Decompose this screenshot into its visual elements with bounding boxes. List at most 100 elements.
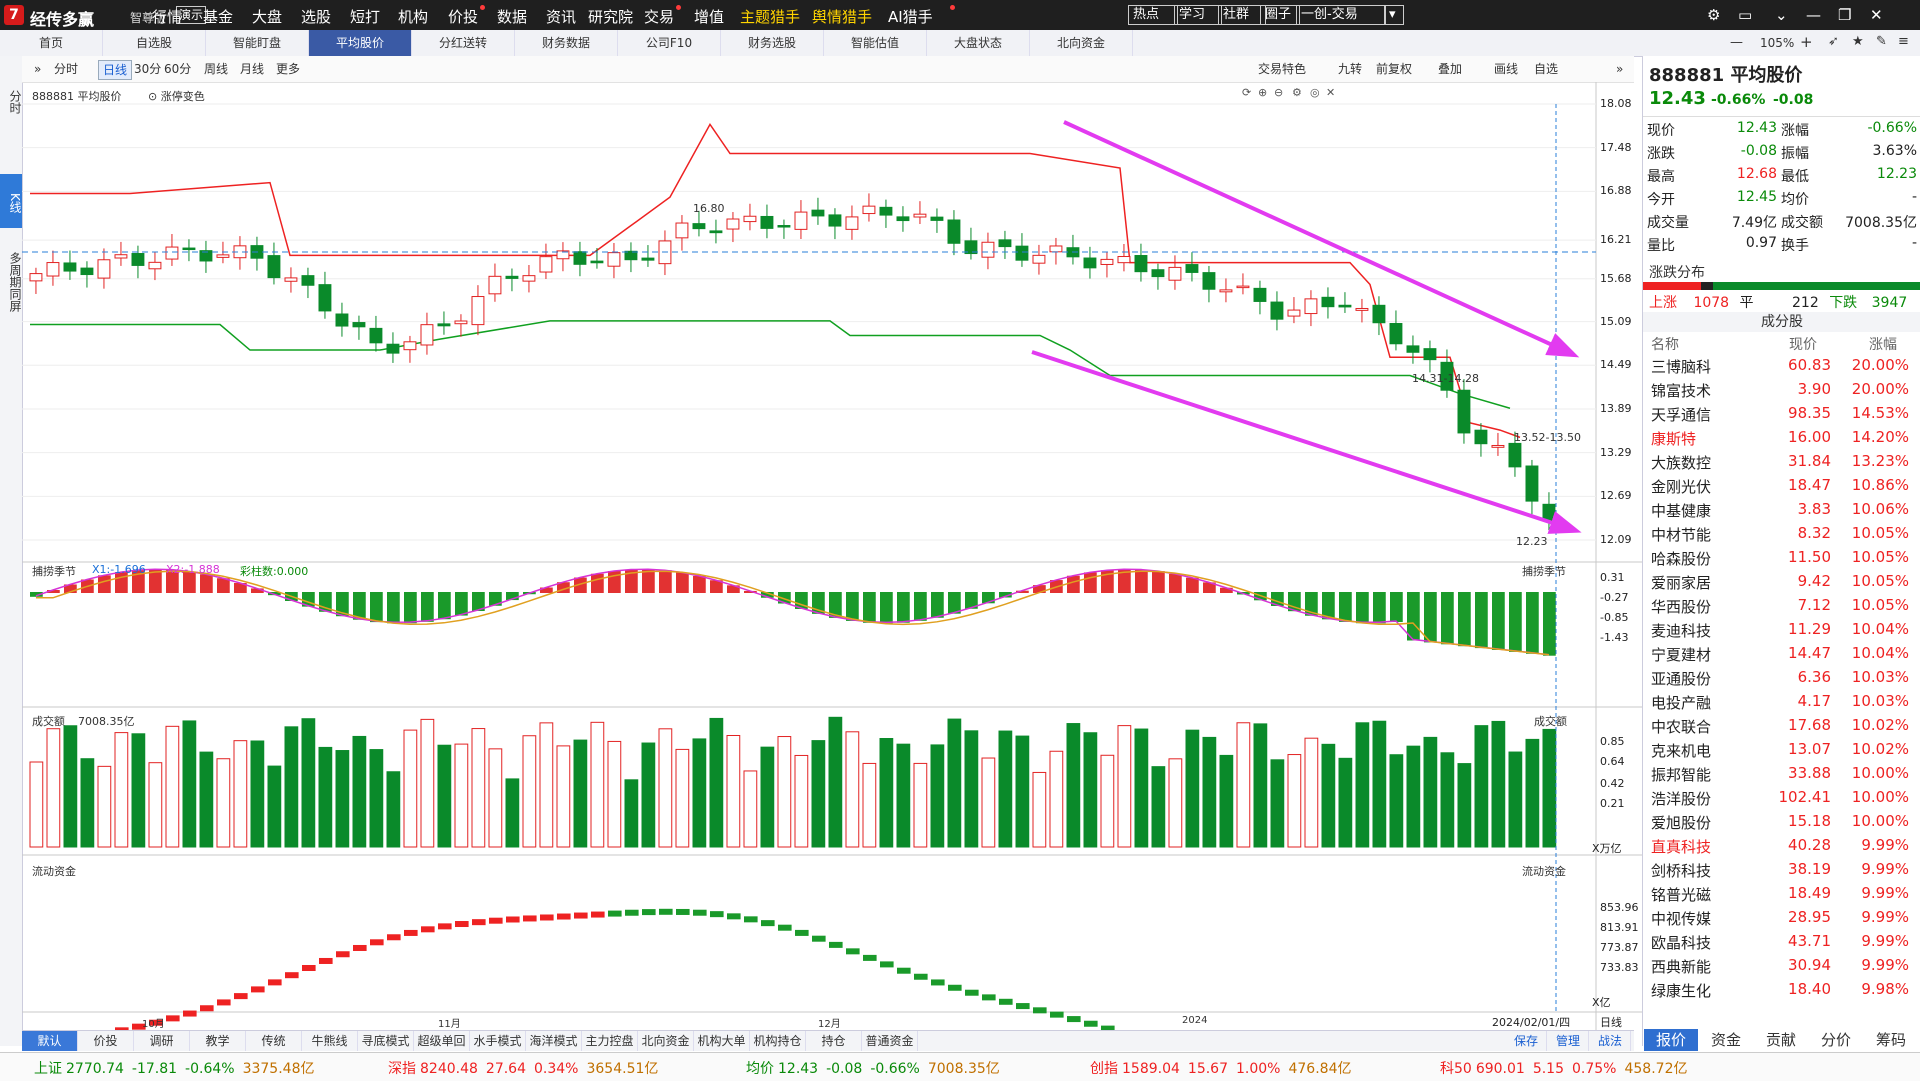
stock-row[interactable]: 麦迪科技 11.29 10.04%: [1643, 620, 1920, 644]
stock-row[interactable]: 华西股份 7.12 10.05%: [1643, 596, 1920, 620]
indicator-right-tab-2[interactable]: 战法: [1590, 1031, 1631, 1051]
vtab-0[interactable]: 分时: [8, 90, 22, 114]
vtab-1[interactable]: K线: [0, 174, 22, 228]
indicator-tab-9[interactable]: 海洋模式: [526, 1031, 582, 1051]
indicator-tab-6[interactable]: 寻底模式: [358, 1031, 414, 1051]
period-1[interactable]: 日线: [98, 60, 133, 80]
chart-tool-icon-3[interactable]: ⚙: [1292, 86, 1302, 99]
indicator-tab-10[interactable]: 主力控盘: [582, 1031, 638, 1051]
menu-2[interactable]: 大盘: [252, 8, 283, 26]
indicator-tab-14[interactable]: 持仓: [806, 1031, 862, 1051]
stock-row[interactable]: 绿康生化 18.40 9.98%: [1643, 980, 1920, 1004]
tool-right-1[interactable]: 九转: [1338, 62, 1363, 76]
indicator-tab-3[interactable]: 教学: [190, 1031, 246, 1051]
col-name[interactable]: 名称: [1651, 337, 1679, 353]
period-2[interactable]: 30分: [134, 62, 162, 76]
period-0[interactable]: 分时: [54, 62, 79, 76]
settings-gear-icon[interactable]: ⚙: [1707, 6, 1721, 24]
menu-7[interactable]: 数据: [497, 8, 528, 26]
tab-5[interactable]: 财务数据: [515, 30, 618, 56]
chart-tool-icon-2[interactable]: ⊖: [1274, 86, 1283, 99]
period-3[interactable]: 60分: [164, 62, 192, 76]
menu-12[interactable]: 主题猎手: [740, 8, 801, 26]
chart-tool-icon-4[interactable]: ◎: [1310, 86, 1320, 99]
stock-row[interactable]: 西典新能 30.94 9.99%: [1643, 956, 1920, 980]
chart-tool-icon-5[interactable]: ✕: [1326, 86, 1335, 99]
menu-5[interactable]: 机构: [398, 8, 429, 26]
tab-7[interactable]: 财务选股: [721, 30, 824, 56]
period-5[interactable]: 月线: [240, 62, 265, 76]
tab-1[interactable]: 自选股: [103, 30, 206, 56]
index-status-0[interactable]: 上证 2770.74 -17.81 -0.64% 3375.48亿: [34, 1058, 314, 1078]
quote-tab-3[interactable]: 分价: [1820, 1031, 1851, 1049]
stock-row[interactable]: 中材节能 8.32 10.05%: [1643, 524, 1920, 548]
quote-tab-0[interactable]: 报价: [1644, 1029, 1698, 1051]
stock-row[interactable]: 电投产融 4.17 10.03%: [1643, 692, 1920, 716]
indicator-tab-8[interactable]: 水手模式: [470, 1031, 526, 1051]
col-change[interactable]: 涨幅: [1869, 337, 1897, 353]
menu-icon[interactable]: ≡: [1898, 34, 1909, 49]
stock-row[interactable]: 锦富技术 3.90 20.00%: [1643, 380, 1920, 404]
tool-right-3[interactable]: 叠加: [1438, 62, 1463, 76]
stock-row[interactable]: 振邦智能 33.88 10.00%: [1643, 764, 1920, 788]
restore-icon[interactable]: ❐: [1838, 6, 1852, 24]
menu-13[interactable]: 舆情猎手: [812, 8, 873, 26]
menu-0[interactable]: 行情: [152, 8, 183, 26]
chart-tool-icon-0[interactable]: ⟳: [1242, 86, 1251, 99]
tab-0[interactable]: 首页: [0, 30, 103, 56]
tab-8[interactable]: 智能估值: [824, 30, 927, 56]
edit-icon[interactable]: ✎: [1876, 34, 1887, 49]
stock-row[interactable]: 天孚通信 98.35 14.53%: [1643, 404, 1920, 428]
stock-row[interactable]: 直真科技 40.28 9.99%: [1643, 836, 1920, 860]
tab-2[interactable]: 智能盯盘: [206, 30, 309, 56]
menu-11[interactable]: 增值: [694, 8, 725, 26]
indicator-tab-7[interactable]: 超级单回档: [414, 1031, 470, 1068]
pin-icon[interactable]: ➶: [1828, 34, 1839, 49]
chart-tool-icon-1[interactable]: ⊕: [1258, 86, 1267, 99]
tool-right-5[interactable]: 自选: [1534, 62, 1559, 76]
menu-3[interactable]: 选股: [301, 8, 332, 26]
index-status-1[interactable]: 深指 8240.48 27.64 0.34% 3654.51亿: [388, 1058, 658, 1078]
top-button-3[interactable]: 圈子: [1260, 5, 1300, 25]
indicator-tab-11[interactable]: 北向资金: [638, 1031, 694, 1051]
tab-3[interactable]: 平均股价: [309, 30, 412, 56]
close-icon[interactable]: ✕: [1870, 6, 1883, 24]
indicator-tab-12[interactable]: 机构大单: [694, 1031, 750, 1051]
zoom-in-icon[interactable]: +: [1800, 33, 1813, 51]
stock-row[interactable]: 康斯特 16.00 14.20%: [1643, 428, 1920, 452]
stock-row[interactable]: 中视传媒 28.95 9.99%: [1643, 908, 1920, 932]
indicator-tab-13[interactable]: 机构持仓: [750, 1031, 806, 1051]
stock-row[interactable]: 大族数控 31.84 13.23%: [1643, 452, 1920, 476]
top-button-4[interactable]: 一创-交易: [1296, 5, 1386, 25]
stock-row[interactable]: 中农联合 17.68 10.02%: [1643, 716, 1920, 740]
top-button-2[interactable]: 社群: [1218, 5, 1266, 25]
quote-tab-1[interactable]: 资金: [1710, 1031, 1741, 1049]
stock-row[interactable]: 爱丽家居 9.42 10.05%: [1643, 572, 1920, 596]
chevron-down-icon[interactable]: ⌄: [1775, 6, 1788, 24]
indicator-right-tab-0[interactable]: 保存: [1506, 1031, 1547, 1051]
menu-10[interactable]: 交易: [644, 8, 675, 26]
menu-6[interactable]: 价投: [448, 8, 479, 26]
tool-right-2[interactable]: 前复权: [1376, 62, 1413, 76]
indicator-right-tab-1[interactable]: 管理: [1548, 1031, 1589, 1051]
col-price[interactable]: 现价: [1789, 337, 1817, 353]
stock-row[interactable]: 金刚光伏 18.47 10.86%: [1643, 476, 1920, 500]
index-status-3[interactable]: 创指 1589.04 15.67 1.00% 476.84亿: [1090, 1058, 1351, 1078]
indicator-tab-0[interactable]: 默认: [22, 1031, 78, 1051]
trade-dropdown-icon[interactable]: ▾: [1384, 5, 1404, 25]
stock-row[interactable]: 亚通股份 6.36 10.03%: [1643, 668, 1920, 692]
vtab-2[interactable]: 多周期同屏: [8, 252, 22, 312]
kline-chart-area[interactable]: ⟳ ⊕ ⊖ ⚙ ◎ ✕: [22, 82, 1642, 1030]
demo-badge[interactable]: 演示: [176, 6, 207, 24]
stock-row[interactable]: 铭普光磁 18.49 9.99%: [1643, 884, 1920, 908]
menu-4[interactable]: 短打: [350, 8, 381, 26]
top-button-0[interactable]: 热点: [1128, 5, 1178, 25]
index-status-4[interactable]: 科50 690.01 5.15 0.75% 458.72亿: [1440, 1058, 1687, 1078]
quote-tab-2[interactable]: 贡献: [1765, 1031, 1796, 1049]
stock-row[interactable]: 宁夏建材 14.47 10.04%: [1643, 644, 1920, 668]
minimize-icon[interactable]: —: [1806, 6, 1821, 24]
quote-tab-4[interactable]: 筹码: [1875, 1031, 1906, 1049]
tab-4[interactable]: 分红送转: [412, 30, 515, 56]
menu-8[interactable]: 资讯: [546, 8, 577, 26]
stock-row[interactable]: 欧晶科技 43.71 9.99%: [1643, 932, 1920, 956]
